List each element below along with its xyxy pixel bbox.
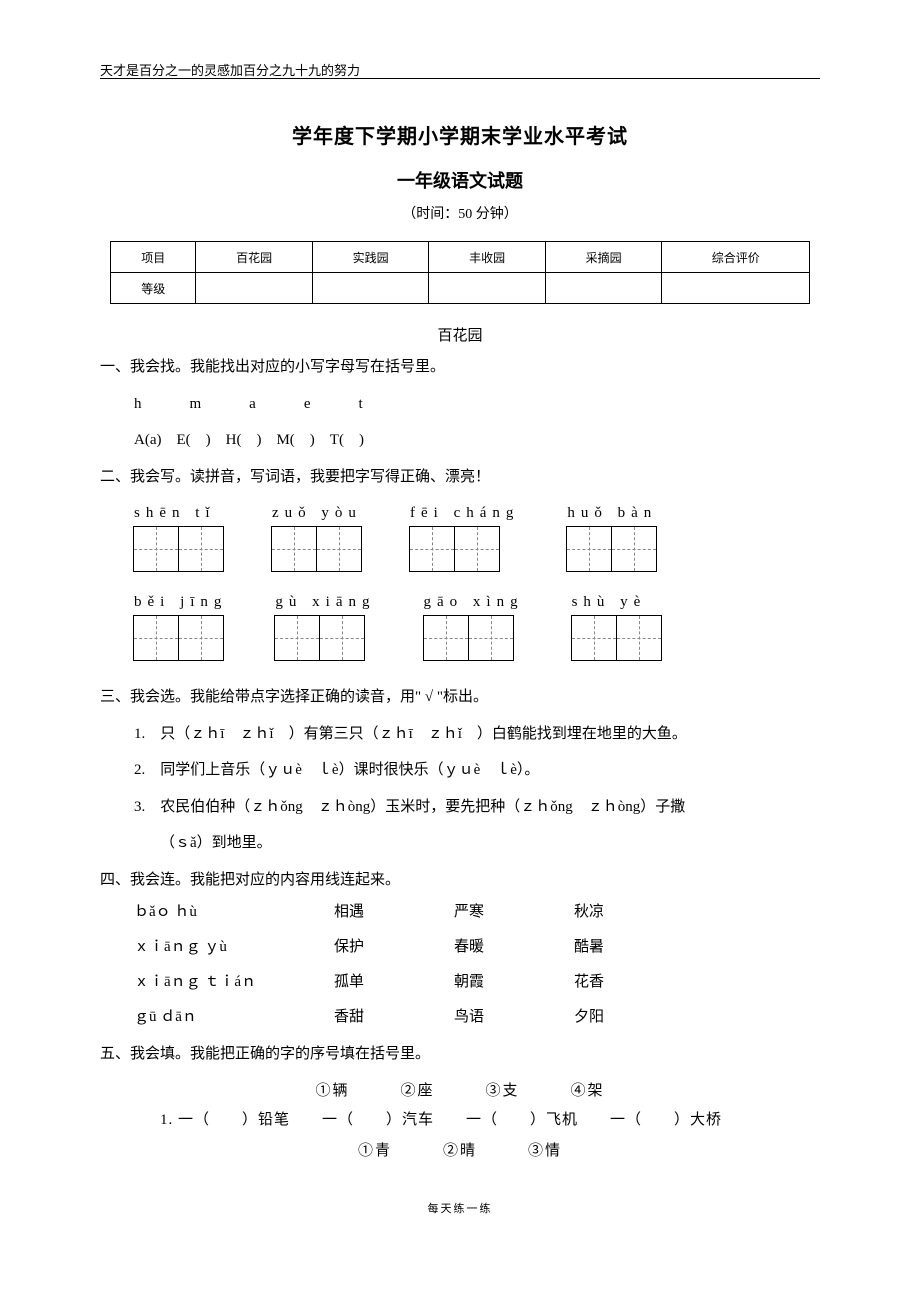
q4-cell: 朝霞	[454, 970, 574, 991]
tianzi-cell	[319, 615, 365, 661]
th-col1: 百花园	[196, 242, 313, 273]
tianzi-row	[134, 615, 224, 661]
tianzi-cell	[178, 526, 224, 572]
q3-item-1: 1. 只（ｚｈī ｚｈǐ ）有第三只（ｚｈī ｚｈǐ ）白鹤能找到埋在地里的大鱼…	[100, 720, 820, 749]
tianzi-cell	[468, 615, 514, 661]
pinyin-label: huǒ bàn	[567, 505, 657, 522]
th-col5: 综合评价	[662, 242, 810, 273]
q4-cell: 春暖	[454, 935, 574, 956]
tianzi-cell	[274, 615, 320, 661]
tianzi-cell	[178, 615, 224, 661]
q2-stem: 二、我会写。读拼音，写词语，我要把字写得正确、漂亮！	[100, 463, 820, 492]
tianzi-row	[272, 526, 362, 572]
footer-note: 每天练一练	[100, 1200, 820, 1216]
q4-cell: 香甜	[334, 1005, 454, 1026]
grade-table: 项目 百花园 实践园 丰收园 采摘园 综合评价 等级	[110, 241, 810, 304]
cell-blank	[312, 273, 429, 304]
q4-cell: 鸟语	[454, 1005, 574, 1026]
tianzi-cell	[133, 526, 179, 572]
pinyin-label: shù yè	[572, 594, 647, 611]
header-quote: 天才是百分之一的灵感加百分之九十九的努力	[100, 60, 360, 79]
pinyin-label: gù xiāng	[275, 594, 375, 611]
tianzi-row	[567, 526, 657, 572]
q4-cell: ｇū ｄāｎ	[134, 1005, 334, 1026]
pinyin-group: gāo xìng	[424, 594, 524, 661]
exam-subtitle: 一年级语文试题	[100, 167, 820, 193]
th-col3: 丰收园	[429, 242, 546, 273]
tianzi-row	[424, 615, 514, 661]
q4-cell: 花香	[574, 970, 694, 991]
page: 天才是百分之一的灵感加百分之九十九的努力 学年度下学期小学期末学业水平考试 一年…	[0, 0, 920, 1256]
exam-time: （时间：50 分钟）	[100, 203, 820, 223]
tianzi-cell	[423, 615, 469, 661]
q3-stem: 三、我会选。我能给带点字选择正确的读音，用" √ "标出。	[100, 683, 820, 712]
pinyin-label: gāo xìng	[424, 594, 524, 611]
pinyin-group: shù yè	[572, 594, 662, 661]
q4-cell: ｂǎｏ ｈù	[134, 900, 334, 921]
row-label: 等级	[111, 273, 196, 304]
pinyin-group: gù xiāng	[275, 594, 375, 661]
q5-opts-1: ①辆 ②座 ③支 ④架	[100, 1079, 820, 1100]
tianzi-row	[572, 615, 662, 661]
q4-cell: 秋凉	[574, 900, 694, 921]
pinyin-group: zuǒ yòu	[272, 505, 362, 572]
pinyin-group: běi jīng	[134, 594, 227, 661]
q3-item-2: 2. 同学们上音乐（ｙｕè ｌè）课时很快乐（ｙｕè ｌè）。	[100, 756, 820, 785]
header-rule	[100, 78, 820, 79]
cell-blank	[429, 273, 546, 304]
q3-item-3: 3. 农民伯伯种（ｚｈǒng ｚｈòng）玉米时，要先把种（ｚｈǒng ｚｈòn…	[100, 793, 820, 822]
cell-blank	[545, 273, 662, 304]
cell-blank	[196, 273, 313, 304]
tianzi-cell	[409, 526, 455, 572]
q4-cell: 夕阳	[574, 1005, 694, 1026]
tianzi-cell	[454, 526, 500, 572]
tianzi-cell	[571, 615, 617, 661]
q3-item-3b: （ｓǎ）到地里。	[100, 829, 820, 858]
q4-cell: ｘｉāｎｇ ｔｉáｎ	[134, 970, 334, 991]
pinyin-label: shēn tǐ	[134, 505, 216, 522]
tianzi-cell	[316, 526, 362, 572]
cell-blank	[662, 273, 810, 304]
q4-grid: ｂǎｏ ｈù 相遇 严寒 秋凉 ｘｉāｎｇ ｙù 保护 春暖 酷暑 ｘｉāｎｇ …	[100, 900, 820, 1026]
table-row: 项目 百花园 实践园 丰收园 采摘园 综合评价	[111, 242, 810, 273]
tianzi-cell	[133, 615, 179, 661]
q5-line-1: 1. 一（ ）铅笔 一（ ）汽车 一（ ）飞机 一（ ）大桥	[100, 1108, 820, 1129]
th-project: 项目	[111, 242, 196, 273]
tianzi-cell	[616, 615, 662, 661]
pinyin-group: fēi cháng	[410, 505, 519, 572]
q1-stem: 一、我会找。我能找出对应的小写字母写在括号里。	[100, 353, 820, 382]
pinyin-group: huǒ bàn	[567, 505, 657, 572]
pinyin-label: běi jīng	[134, 594, 227, 611]
q2-boxes-row-1: shēn tǐ zuǒ yòu fēi cháng huǒ bàn	[100, 505, 820, 572]
pinyin-group: shēn tǐ	[134, 505, 224, 572]
q1-row2: A(a) E( ) H( ) M( ) T( )	[100, 426, 820, 455]
pinyin-label: zuǒ yòu	[272, 505, 362, 522]
tianzi-cell	[611, 526, 657, 572]
q4-cell: 相遇	[334, 900, 454, 921]
pinyin-label: fēi cháng	[410, 505, 519, 522]
q4-cell: 保护	[334, 935, 454, 956]
q4-cell: 严寒	[454, 900, 574, 921]
tianzi-row	[410, 526, 500, 572]
q4-cell: 酷暑	[574, 935, 694, 956]
q4-cell: ｘｉāｎｇ ｙù	[134, 935, 334, 956]
q4-cell: 孤单	[334, 970, 454, 991]
table-row: 等级	[111, 273, 810, 304]
tianzi-row	[275, 615, 365, 661]
q5-stem: 五、我会填。我能把正确的字的序号填在括号里。	[100, 1040, 820, 1069]
tianzi-cell	[271, 526, 317, 572]
q5-opts-2: ①青 ②晴 ③情	[100, 1139, 820, 1160]
th-col2: 实践园	[312, 242, 429, 273]
q2-boxes-row-2: běi jīng gù xiāng gāo xìng shù yè	[100, 594, 820, 661]
garden-heading: 百花园	[100, 324, 820, 345]
th-col4: 采摘园	[545, 242, 662, 273]
tianzi-cell	[566, 526, 612, 572]
exam-title: 学年度下学期小学期末学业水平考试	[100, 120, 820, 149]
q4-stem: 四、我会连。我能把对应的内容用线连起来。	[100, 866, 820, 895]
tianzi-row	[134, 526, 224, 572]
q1-row1: h m a e t	[100, 390, 820, 419]
